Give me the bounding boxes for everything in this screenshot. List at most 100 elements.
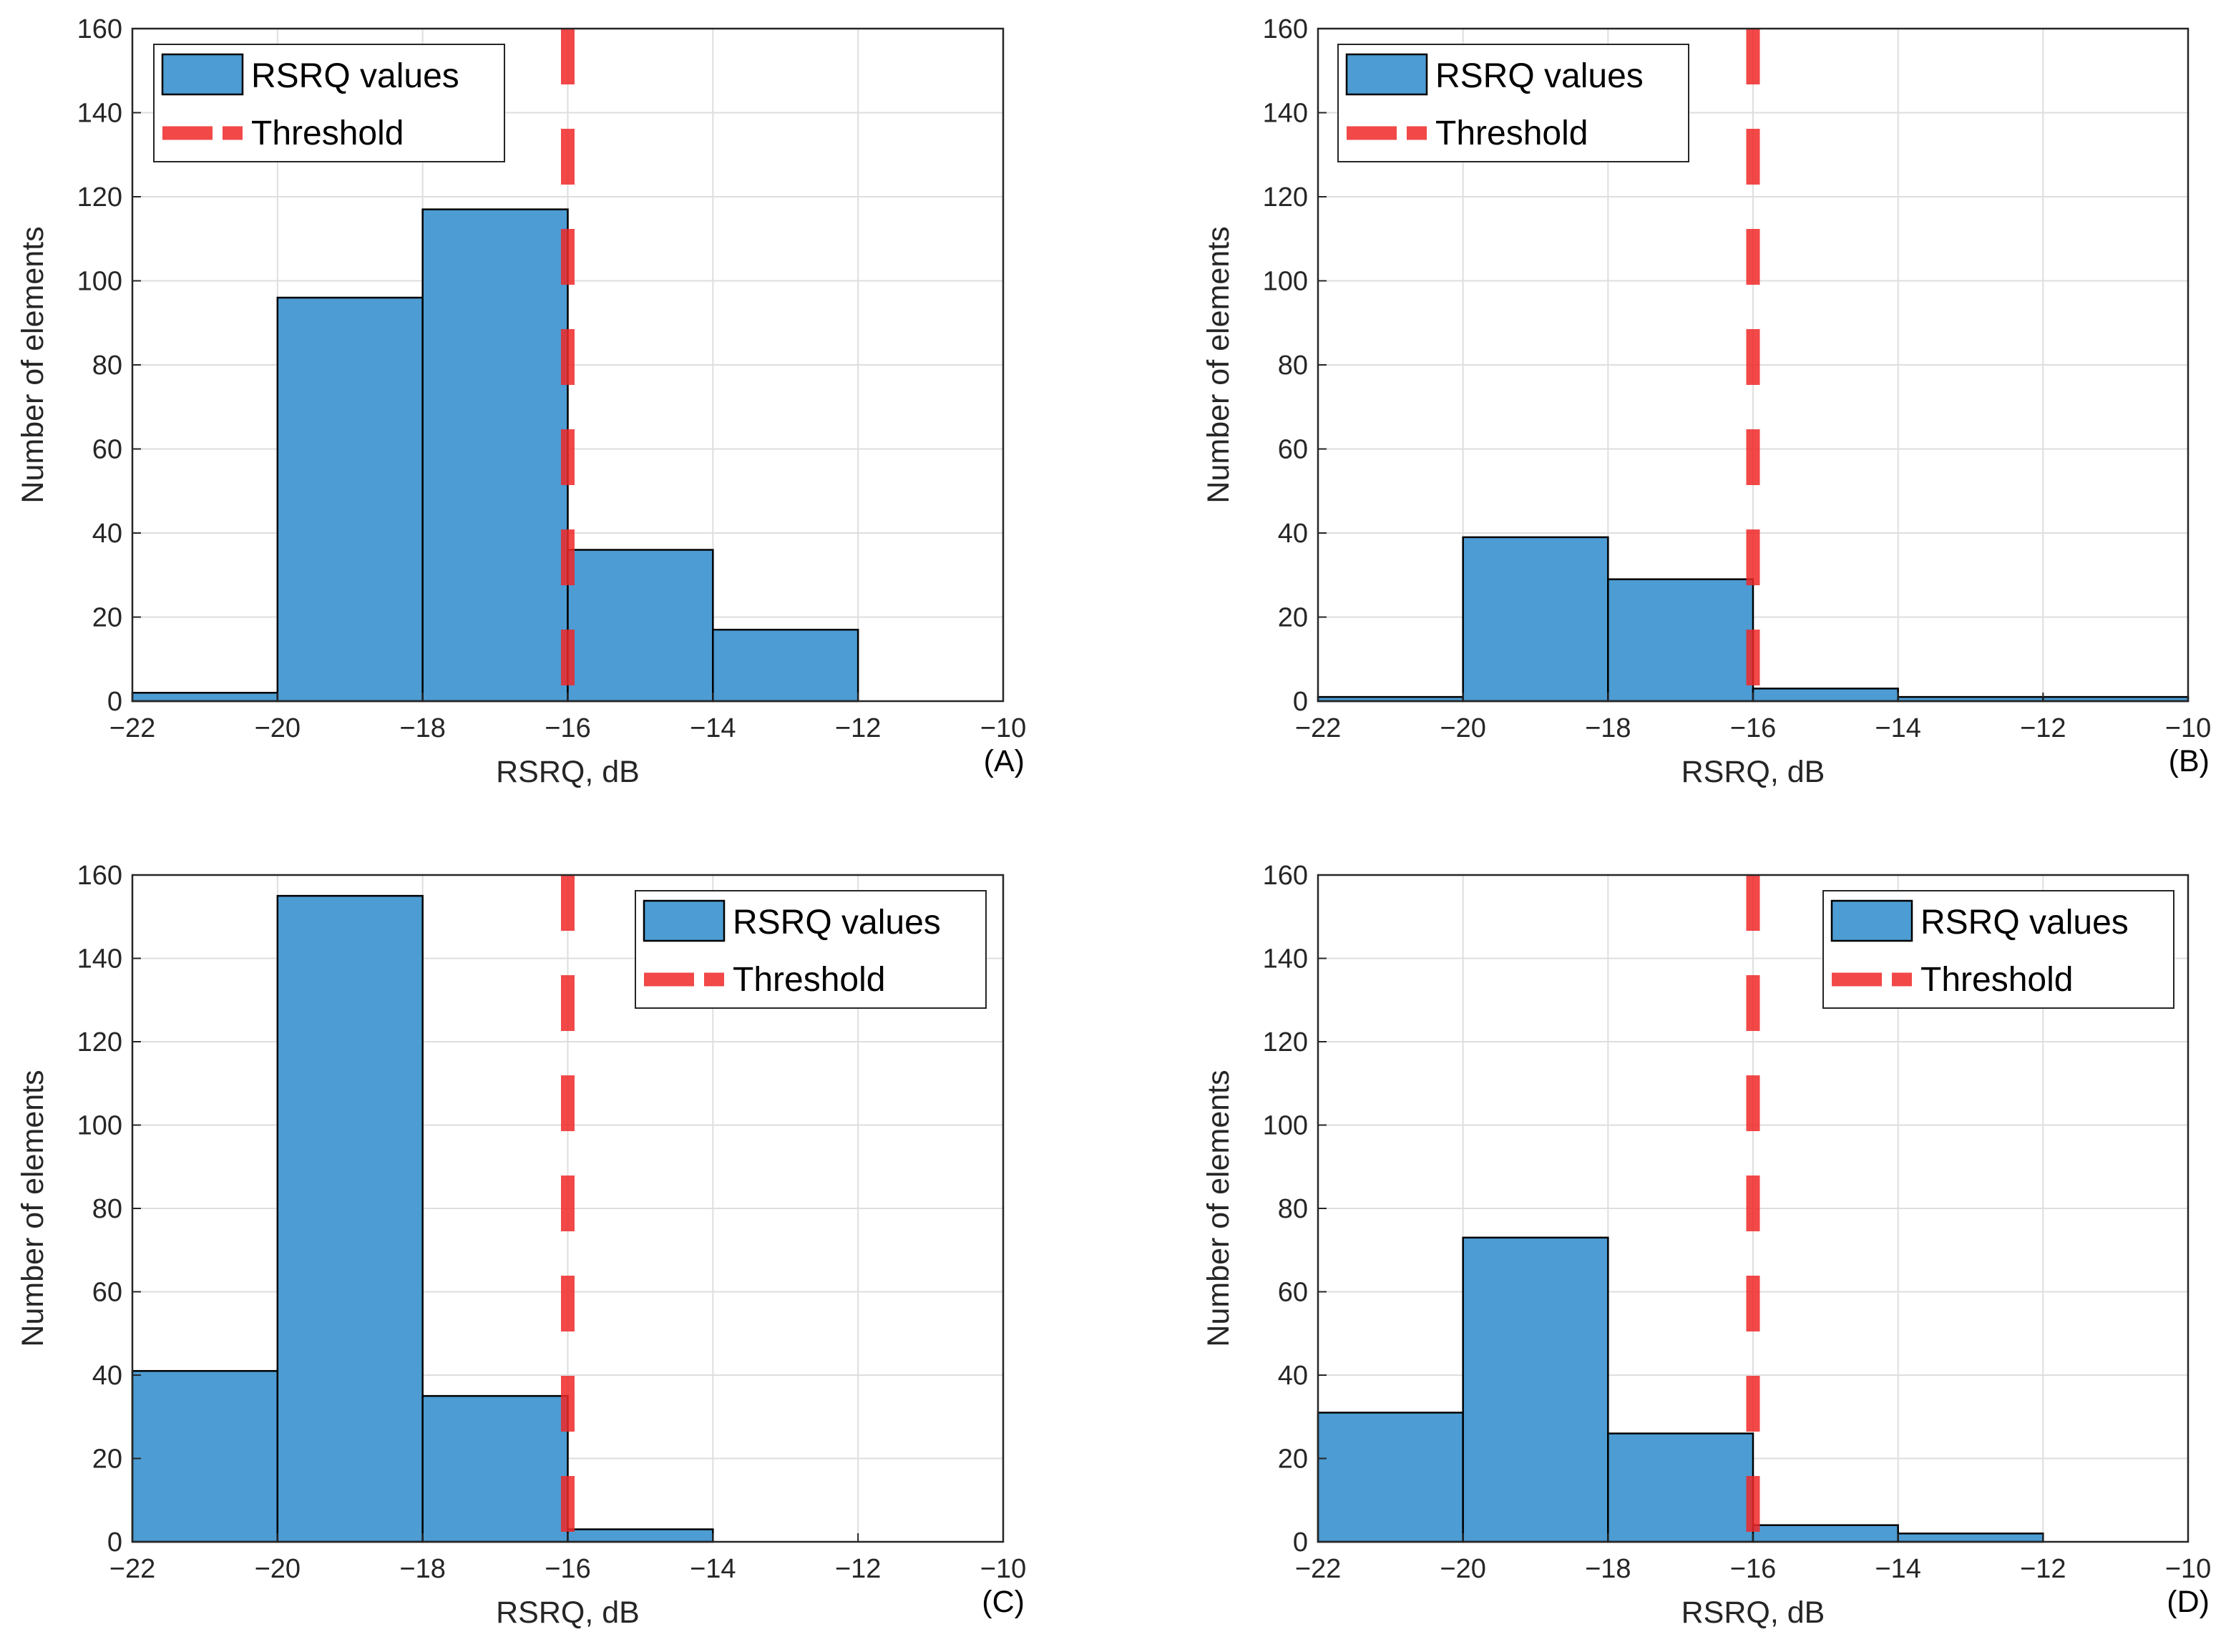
x-tick-label: −12 [835,1554,881,1584]
y-tick-label: 120 [77,1027,122,1057]
y-tick-label: 60 [1278,1278,1308,1308]
y-tick-label: 100 [77,267,122,297]
x-tick-label: −14 [1875,713,1920,743]
y-axis-label: Number of elements [16,226,50,503]
x-tick-label: −16 [545,1554,590,1584]
x-tick-label: −20 [1440,713,1485,743]
histogram-bar [567,1528,714,1543]
y-axis-label: Number of elements [1201,226,1236,503]
legend-label-threshold: Threshold [1435,114,1588,152]
histogram-bar [1897,1533,2044,1543]
y-tick-label: 20 [92,1445,122,1475]
legend: RSRQ values Threshold [1337,44,1689,162]
x-tick-label: −10 [2165,713,2211,743]
x-axis-label: RSRQ, dB [496,1595,640,1630]
chart-panel-3: −22 −20 −18 −16 −14 −12 −10 0 20 40 60 80 100 120 140 1… [16,861,1026,1630]
legend-box [153,44,505,162]
panel-label: (B) [2169,744,2210,778]
legend-label-threshold: Threshold [733,961,885,999]
x-tick-label: −10 [2165,1554,2211,1584]
y-tick-label: 160 [77,14,122,44]
chart-panel-1: −22 −20 −18 −16 −14 −12 −10 0 20 40 60 80 100 120 140 1… [16,14,1026,789]
x-tick-label: −10 [980,713,1026,743]
y-tick-label: 80 [1278,1194,1308,1224]
y-tick-label: 160 [1263,861,1308,891]
y-axis-label: Number of elements [1201,1070,1236,1346]
legend-label-threshold: Threshold [1920,961,2073,999]
x-tick-label: −20 [255,713,301,743]
y-tick-label: 100 [1263,1111,1308,1141]
legend: RSRQ values Threshold [153,44,505,162]
histogram-bar [1607,578,1754,703]
histogram-bar [276,894,424,1543]
y-tick-label: 120 [77,182,122,212]
y-tick-label: 160 [1263,14,1308,44]
x-tick-label: −20 [255,1554,301,1584]
x-tick-label: −18 [1585,713,1631,743]
y-tick-label: 20 [1278,603,1308,633]
y-tick-label: 20 [92,603,122,633]
x-tick-label: −18 [399,713,445,743]
y-tick-label: 140 [77,99,122,129]
y-tick-label: 40 [1278,519,1308,549]
chart-panel-4: −22 −20 −18 −16 −14 −12 −10 0 20 40 60 80 100 120 140 1… [1201,861,2211,1630]
x-tick-label: −18 [399,1554,445,1584]
x-tick-label: −12 [2020,713,2066,743]
x-tick-label: −12 [835,713,881,743]
histogram-bar [1752,688,1899,703]
legend-label-rsrq: RSRQ values [733,904,941,942]
x-axis-label: RSRQ, dB [496,755,640,789]
y-tick-label: 60 [92,1278,122,1308]
legend-swatch-bar [643,899,726,942]
y-tick-label: 120 [1263,182,1308,212]
legend-label-rsrq: RSRQ values [1920,904,2129,942]
y-tick-label: 140 [77,944,122,974]
x-tick-label: −14 [690,713,736,743]
histogram-bar [131,692,279,703]
y-tick-label: 20 [1278,1445,1308,1475]
y-tick-label: 40 [92,519,122,549]
histogram-bar [1462,1236,1609,1543]
y-tick-label: 80 [1278,351,1308,381]
x-tick-label: −10 [980,1554,1026,1584]
y-tick-label: 80 [92,1194,122,1224]
legend-swatch-bar [1830,899,1913,942]
histogram-bar [276,296,424,703]
histogram-bar [131,1369,279,1543]
legend-label-rsrq: RSRQ values [1435,57,1644,95]
histogram-bar [421,1394,569,1543]
x-tick-label: −16 [545,713,590,743]
histogram-bar [1607,1432,1754,1543]
y-tick-label: 140 [1263,99,1308,129]
y-tick-label: 0 [1293,687,1308,717]
legend-label-rsrq: RSRQ values [251,57,459,95]
y-axis-label: Number of elements [16,1070,50,1346]
y-tick-label: 40 [92,1361,122,1391]
panel-label: (D) [2167,1585,2210,1619]
x-tick-label: −22 [109,1554,155,1584]
x-axis-label: RSRQ, dB [1681,1595,1825,1630]
x-tick-label: −16 [1730,713,1776,743]
x-tick-label: −20 [1440,1554,1485,1584]
x-tick-label: −12 [2020,1554,2066,1584]
x-tick-label: −18 [1585,1554,1631,1584]
legend-swatch-bar [161,53,244,96]
legend: RSRQ values Threshold [635,890,987,1009]
x-tick-label: −22 [1295,713,1341,743]
histogram-bar [421,208,569,703]
legend: RSRQ values Threshold [1822,890,2174,1009]
x-axis-label: RSRQ, dB [1681,755,1825,789]
histogram-bar [1462,536,1609,703]
y-tick-label: 0 [1293,1528,1308,1558]
y-tick-label: 160 [77,861,122,891]
histogram-bar [712,628,859,703]
x-tick-label: −22 [1295,1554,1341,1584]
x-tick-label: −22 [109,713,155,743]
chart-panel-2: −22 −20 −18 −16 −14 −12 −10 0 20 40 60 80 100 120 140 1… [1201,14,2211,789]
panel-label: (A) [984,744,1025,778]
y-tick-label: 100 [77,1111,122,1141]
x-tick-label: −16 [1730,1554,1776,1584]
legend-label-threshold: Threshold [251,114,404,152]
histogram-bar [1752,1524,1899,1543]
